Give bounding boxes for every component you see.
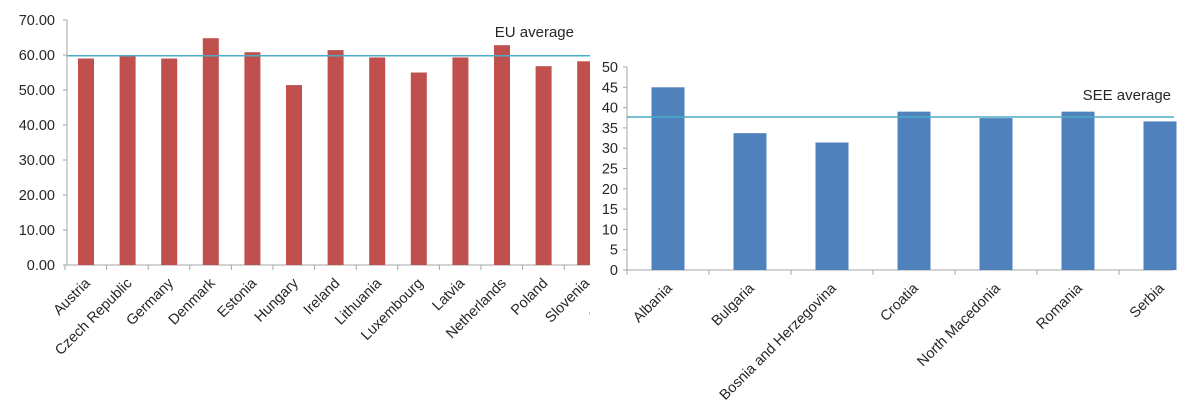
bar	[202, 38, 219, 266]
bar	[369, 57, 386, 266]
bar	[494, 45, 510, 266]
bar	[244, 52, 261, 266]
bar	[452, 57, 469, 266]
y-tick-label: 30	[602, 141, 618, 157]
y-tick-label: 25	[602, 162, 618, 178]
category-label: Croatia	[877, 280, 922, 325]
bar	[897, 111, 931, 270]
bar	[1061, 111, 1095, 270]
reference-line-label: EU average	[495, 24, 574, 41]
bar	[119, 56, 136, 265]
category-label: Slovenia	[542, 275, 590, 326]
y-tick-label: 45	[602, 80, 618, 96]
bar	[78, 58, 94, 265]
y-tick-label: 10	[602, 222, 618, 238]
y-tick-label: 20.00	[19, 188, 55, 204]
bar	[410, 72, 427, 265]
y-tick-label: 10.00	[19, 223, 55, 239]
y-tick-label: 30.00	[19, 153, 55, 169]
category-label: Denmark	[166, 275, 219, 328]
bar	[535, 66, 552, 265]
category-label: Serbia	[1127, 280, 1169, 322]
category-label: Albania	[630, 280, 676, 326]
y-tick-label: 70.00	[19, 13, 55, 29]
bar	[286, 85, 302, 265]
bar	[733, 133, 767, 270]
bar	[651, 87, 685, 270]
bar	[161, 58, 178, 265]
y-tick-label: 20	[602, 182, 618, 198]
eu-chart: 0.0010.0020.0030.0040.0050.0060.0070.00A…	[19, 13, 590, 359]
bar	[577, 61, 590, 265]
category-label: Bulgaria	[709, 280, 759, 330]
y-tick-label: 0.00	[27, 258, 55, 274]
bar	[979, 118, 1013, 270]
reference-line-label: SEE average	[1083, 87, 1171, 104]
category-label: Romania	[1033, 280, 1086, 333]
category-label: Latvia	[430, 275, 469, 314]
eu-chart-panel: 0.00 10.00 20.00 30.00 40.00 50.00 60.00 70.00 A…	[19, 13, 590, 359]
y-tick-label: 50	[602, 60, 618, 76]
y-tick-label: 40.00	[19, 118, 55, 134]
bar	[327, 50, 344, 265]
y-tick-label: 15	[602, 202, 618, 218]
y-tick-label: 50.00	[19, 83, 55, 99]
y-tick-label: 40	[602, 101, 618, 117]
bar	[815, 142, 849, 270]
y-tick-label: 35	[602, 121, 618, 137]
y-tick-label: 60.00	[19, 48, 55, 64]
category-label: North Macedonia	[914, 280, 1004, 370]
category-label: Hungary	[252, 275, 303, 326]
y-tick-label: 5	[610, 243, 618, 259]
see-chart-panel: 0 5 10 15 20 25 30 35 40 45 50 Albania Bulgaria Bosni…	[590, 0, 1178, 414]
y-tick-label: 0	[610, 263, 618, 279]
bar	[1143, 121, 1177, 271]
